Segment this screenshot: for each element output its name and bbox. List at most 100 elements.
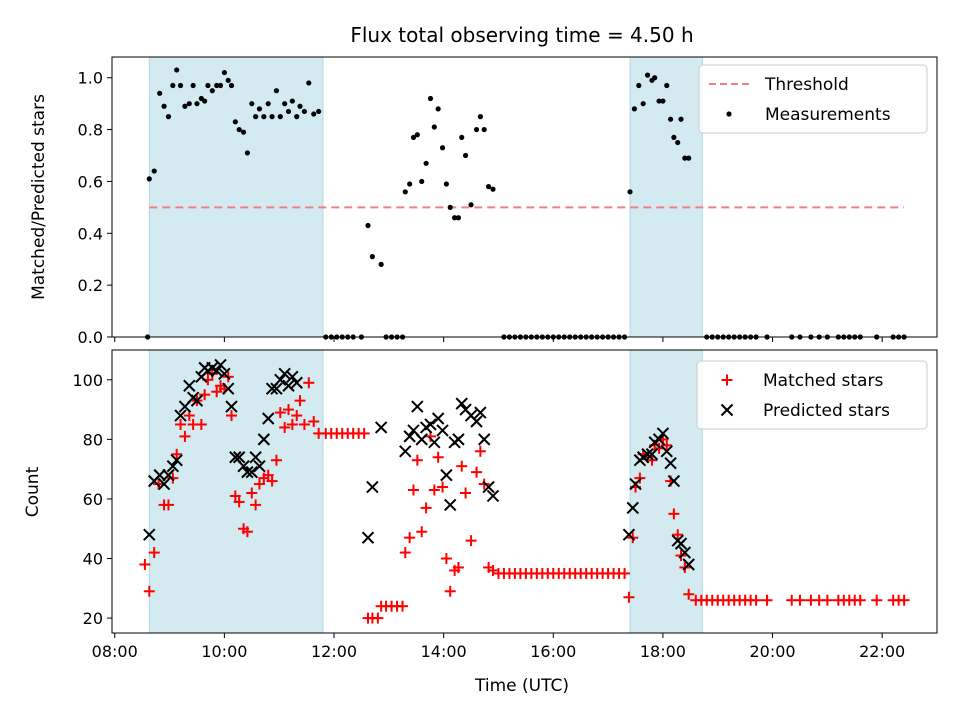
measurement-point <box>407 181 413 187</box>
matched-star-point <box>283 404 295 416</box>
highlight-span-1 <box>629 56 703 338</box>
predicted-star-point <box>428 436 441 449</box>
predicted-star-point <box>652 433 666 446</box>
matched-star-point <box>179 430 191 442</box>
x-tick-label: 20:00 <box>749 642 795 661</box>
y-tick-label: 0.4 <box>78 224 103 243</box>
measurement-point <box>236 126 242 133</box>
y-tick-label: 100 <box>72 371 103 390</box>
measurement-point <box>273 88 280 94</box>
count-x-ticks: 08:00 10:00 12:00 14:00 16:00 18:00 20:00 22:00 <box>92 633 905 661</box>
matched-star-point <box>308 415 320 427</box>
ratio-legend-box <box>698 64 928 134</box>
matched-star-point <box>139 558 151 570</box>
predicted-star-point <box>174 409 187 422</box>
measurement-point <box>232 119 238 125</box>
ratio-plot-frame <box>111 56 938 338</box>
matched-star-point <box>623 591 635 603</box>
measurement-point <box>443 181 449 187</box>
measurement-point <box>627 189 633 195</box>
matched-star-point <box>372 612 384 624</box>
matched-star-point <box>871 594 883 606</box>
matched-star-point <box>750 594 762 606</box>
measurement-point <box>282 101 288 107</box>
y-tick-label: 60 <box>83 490 103 509</box>
highlight-span-1 <box>629 349 703 634</box>
measurement-point <box>221 69 227 76</box>
measurement-point <box>402 189 408 195</box>
predicted-star-point <box>667 474 681 488</box>
measurement-point <box>477 114 483 120</box>
matched-star-point <box>195 418 207 430</box>
matched-star-point <box>250 499 262 511</box>
measurement-point <box>644 72 651 78</box>
matched-star-point <box>456 460 468 472</box>
predicted-star-point <box>431 412 445 425</box>
ratio-x-ticks <box>114 337 883 342</box>
measurement-point <box>473 126 480 133</box>
legend-threshold-label: Threshold <box>764 75 849 95</box>
count-legend: Matched stars Predicted stars <box>696 360 928 430</box>
measurement-point <box>414 132 420 138</box>
measurement-point <box>468 202 474 208</box>
measurement-point <box>410 134 417 140</box>
matched-star-point <box>646 454 658 466</box>
x-tick-label: 22:00 <box>859 642 905 661</box>
measurement-point <box>311 111 317 117</box>
predicted-star-point <box>482 480 495 494</box>
matched-star-point <box>266 475 278 487</box>
measurement-point <box>485 184 492 190</box>
predicted-star-point <box>424 418 437 431</box>
matched-star-point <box>262 469 274 481</box>
measurement-point <box>269 114 275 120</box>
predicted-star-point <box>486 489 500 503</box>
predicted-star-point <box>626 501 639 515</box>
measurement-point <box>678 116 684 122</box>
predicted-star-point <box>222 382 235 395</box>
predicted-star-point <box>478 433 491 446</box>
y-tick-label: 80 <box>83 430 103 449</box>
predicted-star-point <box>237 459 250 473</box>
measurement-point <box>686 155 692 161</box>
predicted-star-point <box>415 433 428 446</box>
measurement-point <box>161 103 167 109</box>
matched-star-point <box>175 418 187 430</box>
matched-star-point <box>229 490 241 502</box>
predicted-star-point <box>157 477 171 491</box>
predicted-star-point <box>162 468 175 482</box>
predicted-star-point <box>282 379 295 392</box>
measurement-point <box>481 126 487 133</box>
measurement-point <box>636 82 642 89</box>
measurement-point <box>151 168 157 174</box>
x-tick-label: 18:00 <box>640 642 686 661</box>
matched-star-point <box>416 526 428 538</box>
count-legend-box <box>696 360 928 430</box>
predicted-star-point <box>270 382 283 395</box>
y-tick-label: 40 <box>83 550 103 569</box>
measurement-point <box>285 108 292 115</box>
measurement-point <box>316 108 322 115</box>
measurement-point <box>253 114 259 120</box>
matched-star-point <box>246 487 258 499</box>
measurement-point <box>427 95 434 102</box>
matched-star-point <box>460 487 472 499</box>
matched-star-point <box>162 499 174 511</box>
predicted-star-point <box>232 451 246 464</box>
legend-matched-label: Matched stars <box>763 371 883 391</box>
matched-star-point <box>428 484 440 496</box>
predicted-star-point <box>674 537 688 550</box>
predicted-star-point <box>455 397 468 410</box>
matched-star-point <box>211 386 223 398</box>
legend-measurement-swatch <box>726 111 732 117</box>
predicted-star-point <box>366 480 379 494</box>
predicted-star-point <box>286 370 299 384</box>
matched-star-point <box>291 410 303 422</box>
matched-star-point <box>148 547 160 559</box>
matched-star-points <box>139 368 910 624</box>
predicted-star-point <box>257 433 271 446</box>
matched-star-point <box>171 448 183 460</box>
predicted-star-point <box>444 498 457 512</box>
legend-predicted-swatch <box>720 403 734 417</box>
predicted-star-point <box>274 373 287 386</box>
predicted-star-point <box>166 459 180 473</box>
